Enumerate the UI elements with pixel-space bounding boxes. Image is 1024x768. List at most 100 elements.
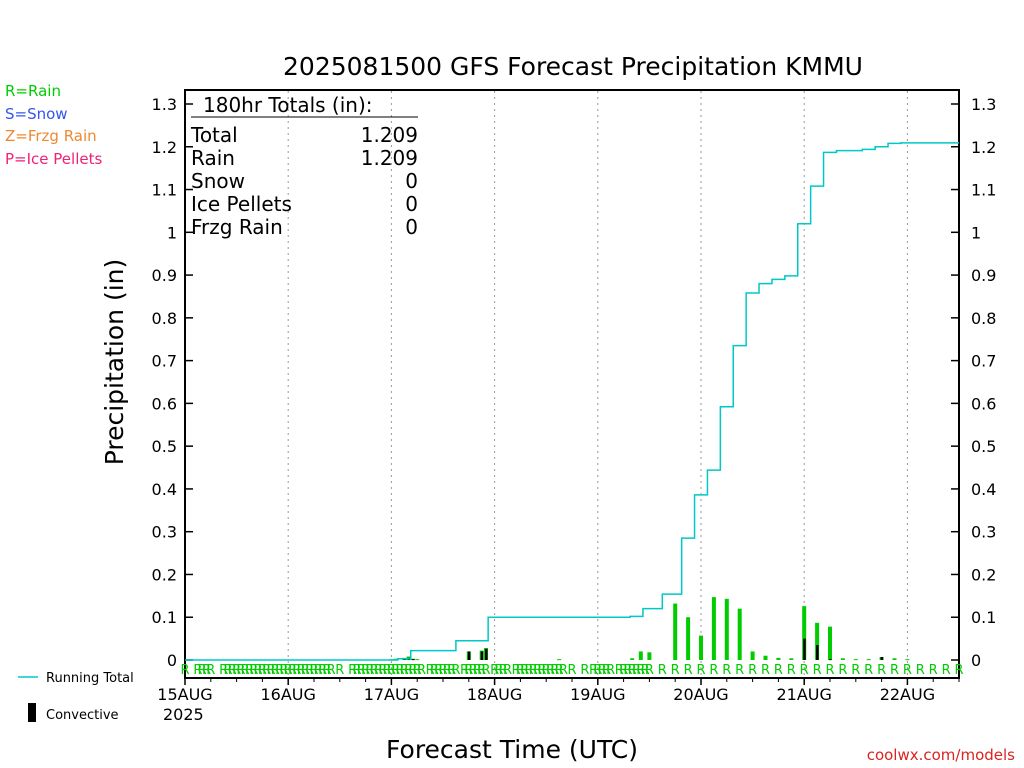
ptype-mark: R <box>228 663 237 678</box>
precip-bar <box>802 606 807 660</box>
convective-bar <box>816 645 819 660</box>
ptype-mark: R <box>580 663 589 678</box>
ptype-mark: R <box>825 663 834 678</box>
x-tick-label: 22AUG <box>880 685 935 704</box>
ptype-mark: R <box>335 663 344 678</box>
precip-bar <box>905 659 910 661</box>
y-tick-label-left: 1 <box>167 223 177 242</box>
ptype-mark: R <box>322 663 331 678</box>
ptype-mark: R <box>542 663 551 678</box>
ptype-mark: R <box>602 663 611 678</box>
y-tick-label-left: 1.1 <box>152 181 177 200</box>
ptype-mark: R <box>641 663 650 678</box>
ptype-mark: R <box>512 663 521 678</box>
ptype-mark: R <box>813 663 822 678</box>
precip-bar <box>789 658 794 660</box>
ptype-mark: R <box>447 663 456 678</box>
totals-row-label: Total <box>190 123 238 147</box>
ptype-mark: R <box>632 663 641 678</box>
y-tick-label-right: 1.1 <box>971 181 996 200</box>
ptype-mark: R <box>598 663 607 678</box>
ptype-mark: R <box>370 663 379 678</box>
ptype-mark: R <box>658 663 667 678</box>
ptype-mark: R <box>301 663 310 678</box>
ptype-mark: R <box>684 663 693 678</box>
totals-row-label: Frzg Rain <box>191 215 283 239</box>
ptype-mark: R <box>236 663 245 678</box>
ptype-mark: R <box>722 663 731 678</box>
convective-bars <box>403 638 884 661</box>
precip-bar <box>840 658 845 660</box>
y-tick-label-right: 0.4 <box>971 480 996 499</box>
ptype-mark: R <box>929 663 938 678</box>
y-tick-label-left: 0.1 <box>152 608 177 627</box>
ptype-mark: R <box>838 663 847 678</box>
ptype-mark: R <box>524 663 533 678</box>
ptype-mark: R <box>477 663 486 678</box>
ptype-mark: R <box>903 663 912 678</box>
ptype-mark: R <box>400 663 409 678</box>
ptype-mark: R <box>559 663 568 678</box>
ptype-mark: R <box>254 663 263 678</box>
ptype-mark: R <box>774 663 783 678</box>
totals-header: 180hr Totals (in): <box>203 93 373 117</box>
y-tick-label-left: 0.4 <box>152 480 177 499</box>
ptype-mark: R <box>297 663 306 678</box>
ptype-mark: R <box>292 663 301 678</box>
y-tick-label-left: 0.2 <box>152 565 177 584</box>
ptype-mark: R <box>284 663 293 678</box>
ptype-mark: R <box>619 663 628 678</box>
ptype-mark: R <box>529 663 538 678</box>
x-tick-label: 17AUG <box>364 685 419 704</box>
ptype-mark: R <box>232 663 241 678</box>
ptype-mark: R <box>202 663 211 678</box>
y-tick-label-right: 0.1 <box>971 608 996 627</box>
credit-link[interactable]: coolwx.com/models <box>867 746 1015 764</box>
precip-bar <box>630 658 635 660</box>
ptype-mark: R <box>516 663 525 678</box>
x-tick-label: 16AUG <box>260 685 315 704</box>
legend-freezing-rain: Z=Frzg Rain <box>5 127 97 145</box>
y-tick-label-right: 0.3 <box>971 523 996 542</box>
precip-bar <box>763 655 768 660</box>
x-tick-label: 21AUG <box>776 685 831 704</box>
running-total-line <box>185 142 959 661</box>
x-tick-label: 19AUG <box>570 685 625 704</box>
ptype-mark: R <box>890 663 899 678</box>
convective-bar <box>829 659 832 661</box>
ptype-mark: R <box>954 663 963 678</box>
ptype-mark: R <box>258 663 267 678</box>
x-tick-label: 20AUG <box>673 685 728 704</box>
y-axis-right: 0 0.1 0.2 0.3 0.4 0.5 0.6 0.7 0.8 0.9 1 1.1 1.2 1.3 <box>951 95 996 670</box>
chart-title: 2025081500 GFS Forecast Precipitation KM… <box>283 52 863 81</box>
ptype-mark: R <box>550 663 559 678</box>
y-tick-label-right: 1.2 <box>971 138 996 157</box>
ptype-mark: R <box>916 663 925 678</box>
ptype-mark: R <box>262 663 271 678</box>
convective-bar <box>880 657 884 660</box>
ptype-mark: R <box>413 663 422 678</box>
x-axis-year: 2025 <box>163 705 204 724</box>
ptype-mark: R <box>365 663 374 678</box>
ptype-mark: R <box>533 663 542 678</box>
totals-row-value: 1.209 <box>361 123 418 147</box>
y-tick-label-right: 0 <box>971 651 981 670</box>
legend-ice-pellets: P=Ice Pellets <box>5 150 102 168</box>
totals-row-value: 1.209 <box>361 146 418 170</box>
ptype-mark: R <box>748 663 757 678</box>
y-tick-label-right: 0.2 <box>971 565 996 584</box>
y-tick-label-left: 0.7 <box>152 352 177 371</box>
y-axis-left: 0 0.1 0.2 0.3 0.4 0.5 0.6 0.7 0.8 0.9 1 1.1 1.2 1.3 <box>152 95 193 670</box>
ptype-mark: R <box>606 663 615 678</box>
ptype-mark: R <box>942 663 951 678</box>
ptype-mark: R <box>709 663 718 678</box>
convective-bar <box>485 648 488 660</box>
ptype-mark: R <box>314 663 323 678</box>
ptype-mark: R <box>430 663 439 678</box>
ptype-mark: R <box>671 663 680 678</box>
ptype-mark: R <box>537 663 546 678</box>
y-tick-label-left: 0.8 <box>152 309 177 328</box>
ptype-mark: R <box>520 663 529 678</box>
ptype-mark: R <box>851 663 860 678</box>
